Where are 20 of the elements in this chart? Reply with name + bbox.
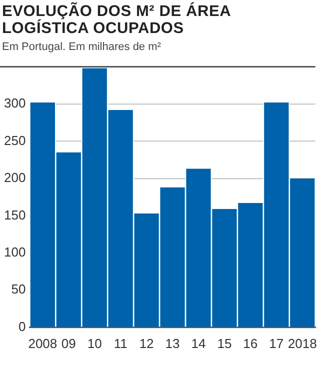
x-tick-label: 17	[269, 336, 284, 351]
y-tick-label: 200	[4, 170, 26, 186]
y-tick-label: 150	[4, 207, 26, 222]
chart-title: EVOLUÇÃO DOS M² DE ÁREA LOGÍSTICA OCUPADOS	[1, 1, 232, 37]
x-tick-label: 14	[191, 336, 206, 351]
x-tick-label: 2018	[288, 336, 317, 351]
y-tick-label: 300	[4, 96, 26, 111]
x-tick-label: 13	[165, 336, 180, 351]
x-tick-label: 11	[114, 336, 128, 351]
y-tick-label: 0	[18, 318, 26, 334]
x-tick-label: 15	[217, 336, 232, 351]
chart-subtitle: Em Portugal. Em milhares de m²	[1, 40, 162, 55]
x-tick-label: 12	[139, 336, 154, 351]
x-tick-label: 09	[61, 336, 76, 351]
y-tick-label: 50	[11, 282, 26, 297]
x-tick-label: 16	[243, 336, 258, 351]
x-tick-label: 10	[87, 336, 102, 351]
y-tick-label: 250	[4, 132, 26, 148]
x-tick-label: 2008	[28, 336, 58, 351]
y-tick-label: 100	[4, 244, 26, 260]
